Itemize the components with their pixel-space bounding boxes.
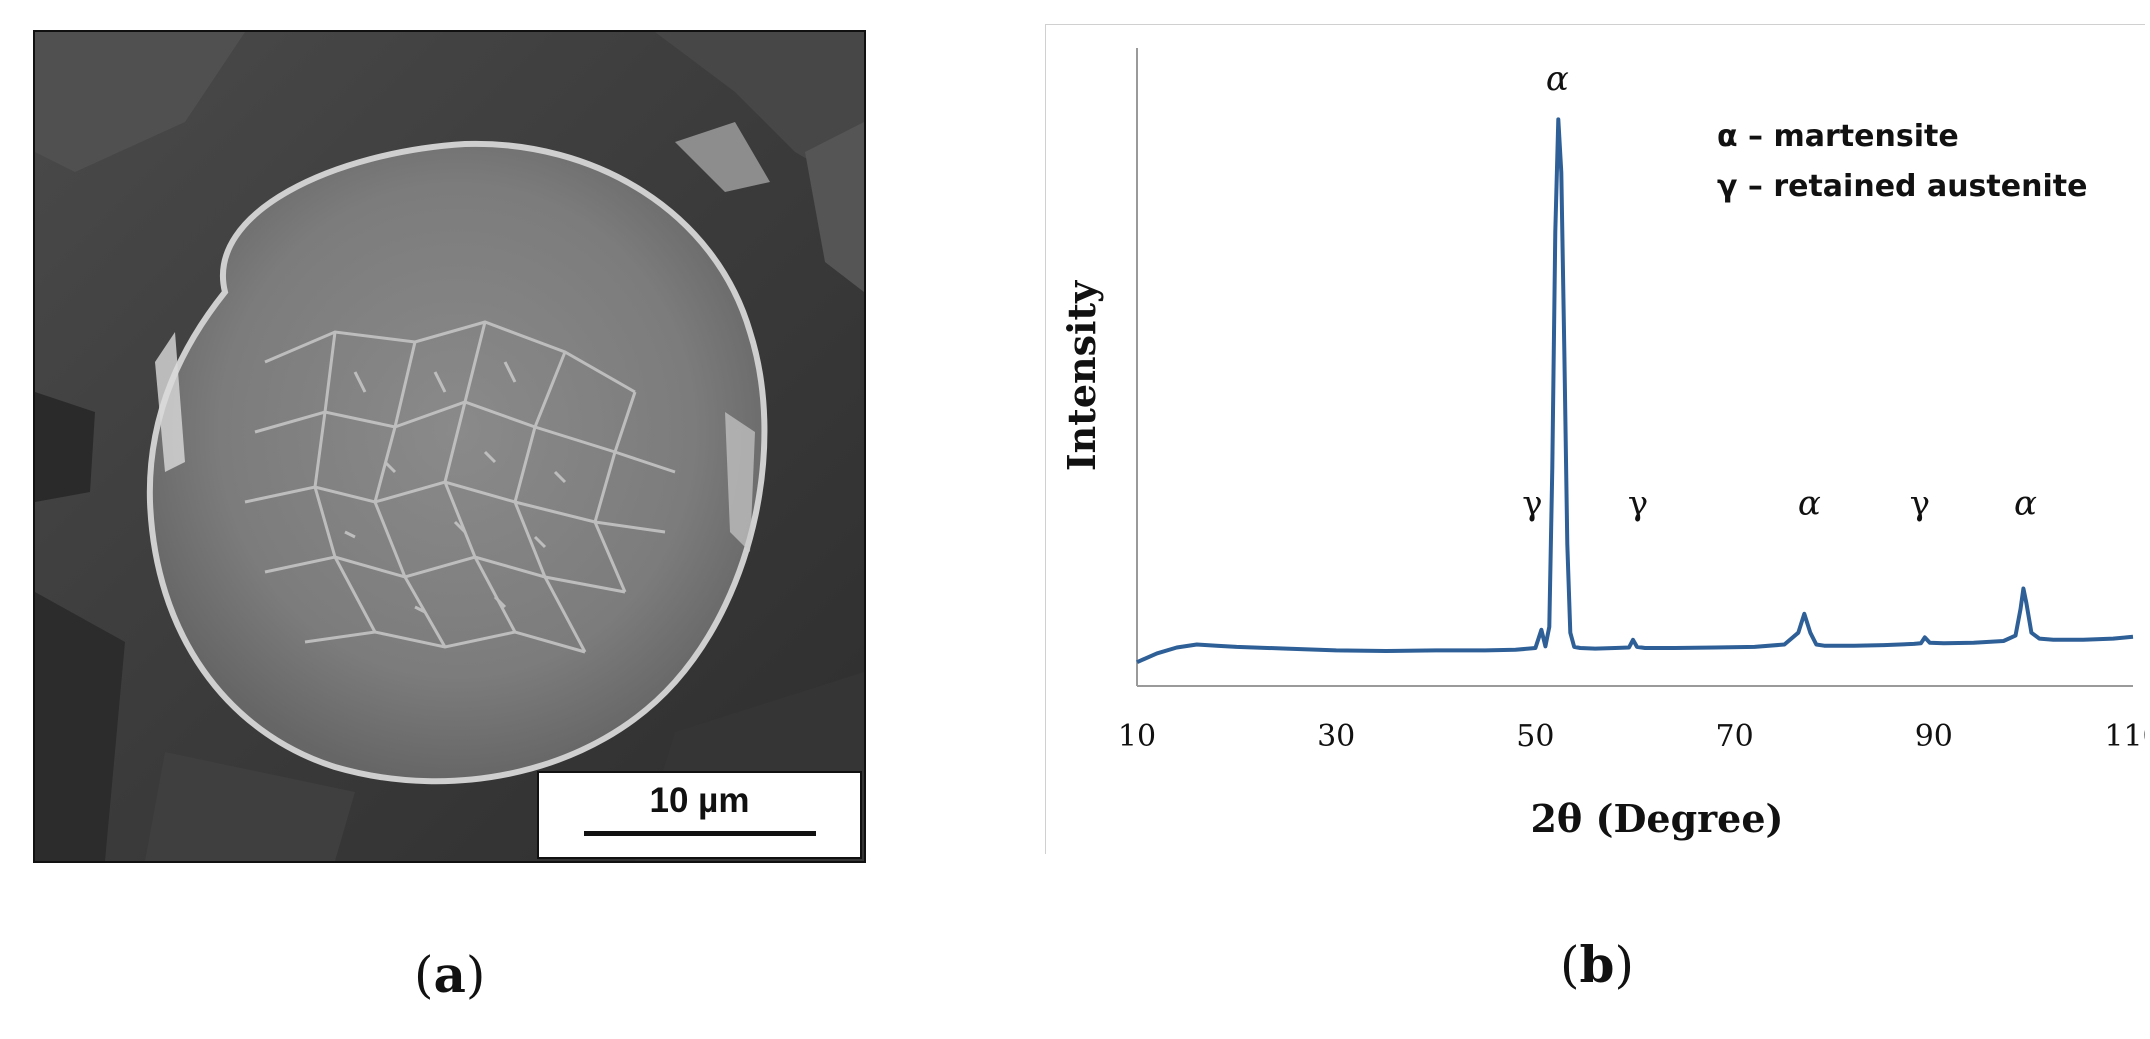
scale-bar: 10 µm — [537, 771, 862, 859]
peak-label: α — [1546, 59, 1569, 99]
x-axis-label: 2θ (Degree) — [1530, 796, 1783, 841]
legend-entry-martensite: α – martensite — [1717, 119, 1959, 154]
panel-a-label: (a) — [414, 945, 486, 1004]
peak-label: γ — [1910, 484, 1930, 524]
peak-label: α — [1798, 484, 1821, 524]
scale-bar-line — [584, 831, 816, 836]
x-tick-labels: 10 30 50 70 90 110 — [1118, 719, 2150, 754]
x-tick-label: 50 — [1516, 719, 1554, 754]
panel-b-label: (b) — [1560, 935, 1634, 994]
xrd-chart-svg: 10 30 50 70 90 110 α γ γ α γ α Intensity 2θ (Degre… — [1044, 23, 2150, 854]
scale-bar-label: 10 µm — [649, 781, 750, 820]
xrd-chart: 10 30 50 70 90 110 α γ γ α γ α Intensity 2θ (Degre… — [1044, 23, 2150, 854]
peak-label: α — [2014, 484, 2037, 524]
sem-image — [35, 32, 864, 861]
x-tick-label: 110 — [2104, 719, 2145, 754]
peak-labels: α γ γ α γ α — [1522, 59, 2037, 524]
peak-label: γ — [1628, 484, 1648, 524]
x-tick-label: 70 — [1716, 719, 1754, 754]
sem-micrograph: 10 µm — [33, 30, 866, 863]
series-line — [1136, 117, 2134, 665]
peak-label: γ — [1522, 484, 1542, 524]
x-tick-label: 90 — [1915, 719, 1953, 754]
legend-entry-retained-austenite: γ – retained austenite — [1717, 169, 2087, 204]
y-axis-label: Intensity — [1059, 280, 1104, 471]
x-tick-label: 10 — [1118, 719, 1156, 754]
x-tick-label: 30 — [1317, 719, 1355, 754]
